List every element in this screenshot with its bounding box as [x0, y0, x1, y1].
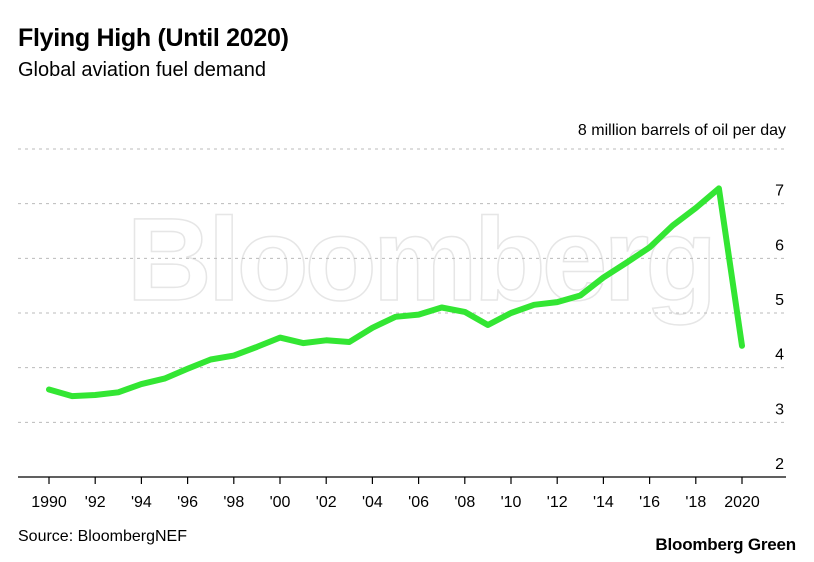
- x-tick-label: '96: [177, 494, 198, 511]
- y-tick-label: 4: [775, 347, 784, 364]
- x-tick-label: '14: [593, 494, 614, 511]
- y-tick-label: 3: [775, 401, 784, 418]
- y-tick-label: 5: [775, 292, 784, 309]
- series-layer: [46, 185, 745, 400]
- watermark-text: Bloomberg: [127, 194, 714, 326]
- chart-title: Flying High (Until 2020): [18, 24, 289, 52]
- brand-logo-text: Bloomberg Green: [655, 535, 796, 554]
- y-tick-label: 6: [775, 237, 784, 254]
- grid-lines: [18, 148, 786, 423]
- y-tick-label: 2: [775, 456, 784, 473]
- y-axis-ticks: 2 3 4 5 6 7: [775, 183, 784, 473]
- x-tick-label: '92: [85, 494, 106, 511]
- x-tick-label: '16: [639, 494, 660, 511]
- series-line-aviation-fuel-demand: [46, 185, 745, 400]
- x-tick-label: 2020: [724, 494, 760, 511]
- x-tick-label: '18: [685, 494, 706, 511]
- x-tick-label: '04: [362, 494, 383, 511]
- x-tick-label: '00: [270, 494, 291, 511]
- x-tick-label: '06: [408, 494, 429, 511]
- y-axis-unit-label: 8 million barrels of oil per day: [578, 122, 786, 139]
- x-axis-ticks: 1990 '92 '94 '96 '98 '00 '02 '04 '06 '08 '10 '12 '14…: [31, 477, 760, 511]
- chart-subtitle: Global aviation fuel demand: [18, 59, 266, 81]
- x-tick-label: '94: [131, 494, 152, 511]
- x-tick-label: 1990: [31, 494, 67, 511]
- x-tick-label: '12: [547, 494, 568, 511]
- x-tick-label: '08: [454, 494, 475, 511]
- y-tick-label: 7: [775, 183, 784, 200]
- x-tick-label: '10: [501, 494, 522, 511]
- x-tick-label: '02: [316, 494, 337, 511]
- x-tick-label: '98: [223, 494, 244, 511]
- source-note: Source: BloombergNEF: [18, 528, 187, 545]
